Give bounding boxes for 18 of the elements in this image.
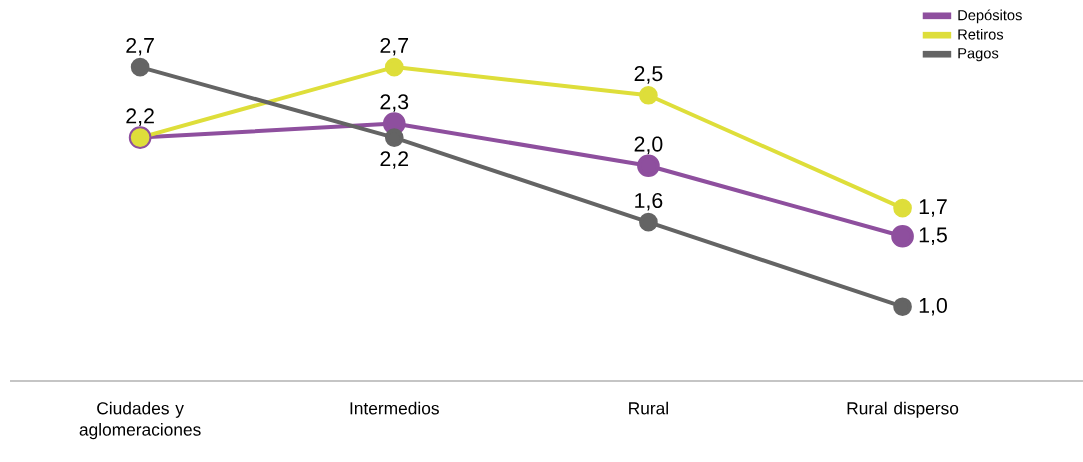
data-label: 1,7 bbox=[919, 199, 947, 217]
x-tick-label: Rural bbox=[629, 401, 668, 415]
data-label: 2,2 bbox=[126, 108, 154, 126]
data-label: 1,0 bbox=[919, 297, 947, 316]
data-label: 2,7 bbox=[126, 37, 154, 56]
data-label: 1,6 bbox=[635, 192, 663, 211]
data-label: 2,0 bbox=[634, 136, 663, 155]
data-label: 2,5 bbox=[634, 66, 663, 84]
x-tick-label: Intermedios bbox=[350, 401, 439, 415]
data-label: 2,2 bbox=[380, 151, 409, 169]
data-label: 2,7 bbox=[380, 37, 409, 56]
x-tick-label: Ciudades y aglomeraciones bbox=[79, 401, 201, 440]
legend-label: Retiros bbox=[958, 28, 1004, 40]
legend-label: Depósitos bbox=[958, 9, 1022, 24]
data-label: 1,5 bbox=[919, 227, 947, 245]
data-label: 2,3 bbox=[380, 94, 409, 112]
legend-label: Pagos bbox=[958, 48, 999, 62]
x-tick-label: Rural disperso bbox=[847, 401, 959, 418]
